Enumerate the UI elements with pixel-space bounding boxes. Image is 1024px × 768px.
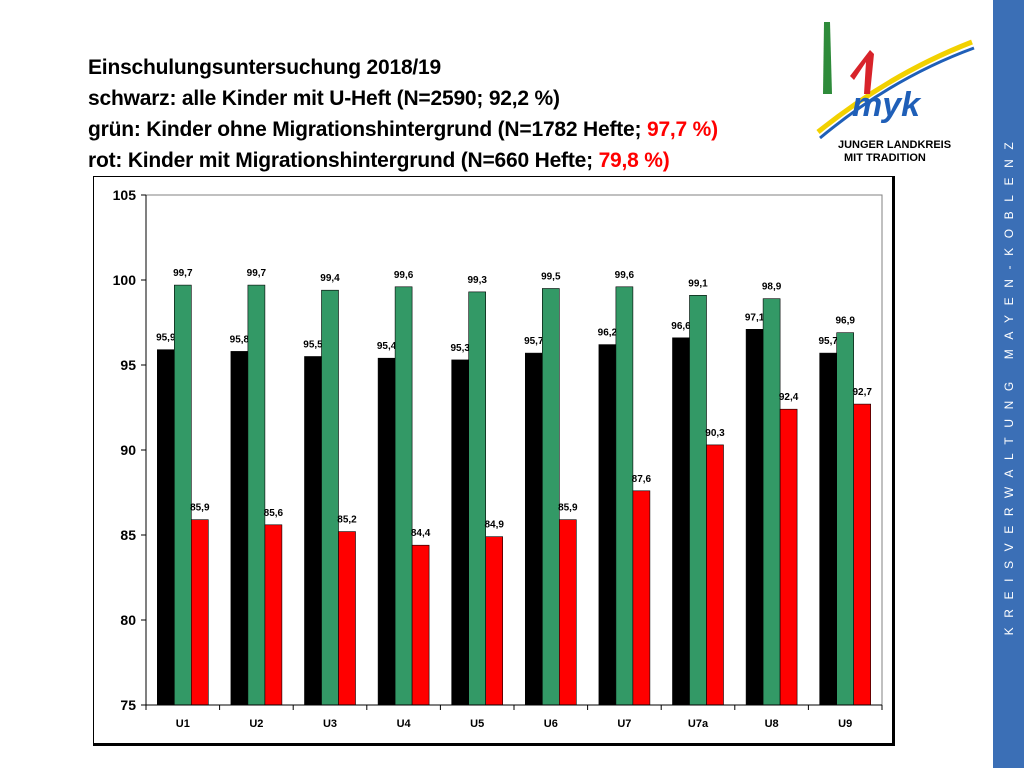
- bar-value-label: 95,5: [303, 340, 323, 351]
- bar-value-label: 84,9: [484, 520, 504, 531]
- bar-value-label: 99,6: [615, 270, 635, 281]
- title-line-4-text: rot: Kinder mit Migrationshintergrund (N…: [88, 149, 599, 172]
- bar: [156, 349, 175, 706]
- bar-value-label: 99,7: [247, 268, 267, 279]
- y-tick-label: 100: [113, 272, 137, 288]
- y-tick-label: 90: [120, 442, 136, 458]
- bar: [558, 519, 577, 706]
- bar-value-label: 96,6: [671, 321, 691, 332]
- bar: [230, 351, 249, 706]
- bar: [264, 524, 283, 706]
- x-category-label: U6: [544, 718, 558, 730]
- bar-value-label: 95,9: [156, 333, 176, 344]
- bar: [304, 356, 322, 706]
- title-line-3-highlight: 97,7 %): [646, 118, 718, 141]
- x-category-label: U7a: [688, 718, 709, 730]
- title-line-3: grün: Kinder ohne Migrationshintergrund …: [88, 114, 808, 145]
- bar-value-label: 95,8: [230, 334, 250, 345]
- bar: [191, 519, 209, 706]
- x-category-label: U8: [765, 718, 779, 730]
- title-line-2: schwarz: alle Kinder mit U-Heft (N=2590;…: [88, 87, 560, 110]
- bar-value-label: 95,7: [818, 336, 838, 347]
- bar: [524, 352, 543, 706]
- bar: [819, 352, 838, 706]
- slide-title: Einschulungsuntersuchung 2018/19 schwarz…: [88, 52, 808, 176]
- bar-value-label: 99,6: [394, 270, 414, 281]
- logo-subtext-2: MIT TRADITION: [844, 152, 926, 164]
- bar-value-label: 99,7: [173, 268, 193, 279]
- bar-value-label: 98,9: [762, 282, 782, 293]
- bar: [853, 403, 872, 706]
- logo-subtext-1: JUNGER LANDKREIS: [838, 139, 951, 151]
- y-tick-label: 80: [120, 612, 136, 628]
- y-tick-label: 105: [113, 187, 137, 203]
- bar: [706, 444, 724, 706]
- x-category-label: U3: [323, 718, 337, 730]
- bar: [615, 286, 634, 706]
- x-category-label: U2: [249, 718, 263, 730]
- bar: [468, 291, 487, 706]
- bar-value-label: 99,5: [541, 272, 561, 283]
- myk-logo: myk JUNGER LANDKREIS MIT TRADITION: [810, 14, 980, 174]
- y-tick-label: 75: [120, 697, 136, 713]
- bar-value-label: 99,3: [467, 275, 487, 286]
- logo-text: myk: [852, 86, 922, 124]
- bar: [321, 289, 339, 706]
- bar-value-label: 85,9: [190, 503, 210, 514]
- bar-value-label: 84,4: [411, 528, 431, 539]
- bar-chart: 75 80 85 90 95 100 105 95,9 99,7 85,9 U1 95,8 99,7 85…: [113, 187, 883, 730]
- x-category-label: U7: [617, 718, 631, 730]
- bar-value-label: 92,7: [852, 387, 872, 398]
- bar: [394, 286, 413, 706]
- title-line-4-highlight: 79,8 %): [598, 149, 670, 172]
- bar-value-label: 99,1: [688, 278, 708, 289]
- bar: [338, 531, 356, 706]
- bar: [598, 344, 617, 706]
- bar-value-label: 95,7: [524, 336, 544, 347]
- title-line-4: rot: Kinder mit Migrationshintergrund (N…: [88, 145, 808, 176]
- bar: [485, 536, 504, 706]
- bar-value-label: 92,4: [779, 392, 799, 403]
- logo-graphic: myk JUNGER LANDKREIS MIT TRADITION: [816, 22, 975, 164]
- chart-frame: 75 80 85 90 95 100 105 95,9 99,7 85,9 U1 95,8 99,7 85…: [93, 176, 895, 746]
- bar-value-label: 85,9: [558, 503, 578, 514]
- bar: [762, 298, 781, 706]
- bar-value-label: 99,4: [320, 273, 340, 284]
- bar: [672, 337, 690, 706]
- sidebar-org-name: KREISVERWALTUNG MAYEN-KOBLENZ: [1001, 132, 1016, 636]
- bar-value-label: 96,9: [835, 316, 855, 327]
- x-category-label: U4: [397, 718, 412, 730]
- bar: [632, 490, 651, 706]
- bar-value-label: 87,6: [632, 474, 652, 485]
- bar: [836, 332, 855, 706]
- bar: [689, 295, 707, 706]
- y-tick-label: 95: [120, 357, 136, 373]
- y-tick-label: 85: [120, 527, 136, 543]
- bar-value-label: 95,4: [377, 341, 397, 352]
- sidebar-band: KREISVERWALTUNG MAYEN-KOBLENZ: [993, 0, 1024, 768]
- title-line-1: Einschulungsuntersuchung 2018/19: [88, 56, 442, 79]
- bar: [745, 329, 764, 706]
- bar-value-label: 97,1: [745, 312, 765, 323]
- bar-value-label: 95,3: [450, 343, 470, 354]
- bar-value-label: 96,2: [598, 328, 618, 339]
- bar: [377, 357, 396, 706]
- bar: [779, 408, 798, 706]
- bar: [247, 284, 266, 706]
- x-category-label: U1: [176, 718, 190, 730]
- title-line-3-text: grün: Kinder ohne Migrationshintergrund …: [88, 118, 647, 141]
- bar-value-label: 85,6: [264, 508, 284, 519]
- bar: [174, 284, 192, 706]
- bar-value-label: 90,3: [705, 428, 725, 439]
- bar-value-label: 85,2: [337, 515, 357, 526]
- bar: [411, 544, 430, 706]
- x-category-label: U5: [470, 718, 484, 730]
- bar: [451, 359, 470, 706]
- bar: [541, 288, 560, 706]
- x-category-label: U9: [838, 718, 852, 730]
